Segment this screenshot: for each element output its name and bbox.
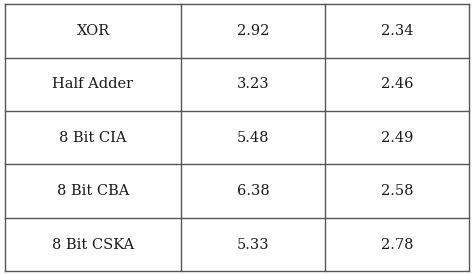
Text: Half Adder: Half Adder: [53, 77, 134, 91]
Text: 2.34: 2.34: [381, 24, 413, 38]
Text: 8 Bit CSKA: 8 Bit CSKA: [52, 238, 134, 252]
Text: 8 Bit CBA: 8 Bit CBA: [57, 184, 129, 198]
Text: 5.33: 5.33: [237, 238, 270, 252]
Text: 3.23: 3.23: [237, 77, 270, 91]
Text: 6.38: 6.38: [237, 184, 270, 198]
Text: 2.78: 2.78: [381, 238, 413, 252]
Text: 2.49: 2.49: [381, 131, 413, 145]
Text: 2.92: 2.92: [237, 24, 269, 38]
Text: 2.58: 2.58: [381, 184, 413, 198]
Text: 5.48: 5.48: [237, 131, 270, 145]
Text: 2.46: 2.46: [381, 77, 413, 91]
Text: XOR: XOR: [76, 24, 109, 38]
Text: 8 Bit CIA: 8 Bit CIA: [59, 131, 127, 145]
